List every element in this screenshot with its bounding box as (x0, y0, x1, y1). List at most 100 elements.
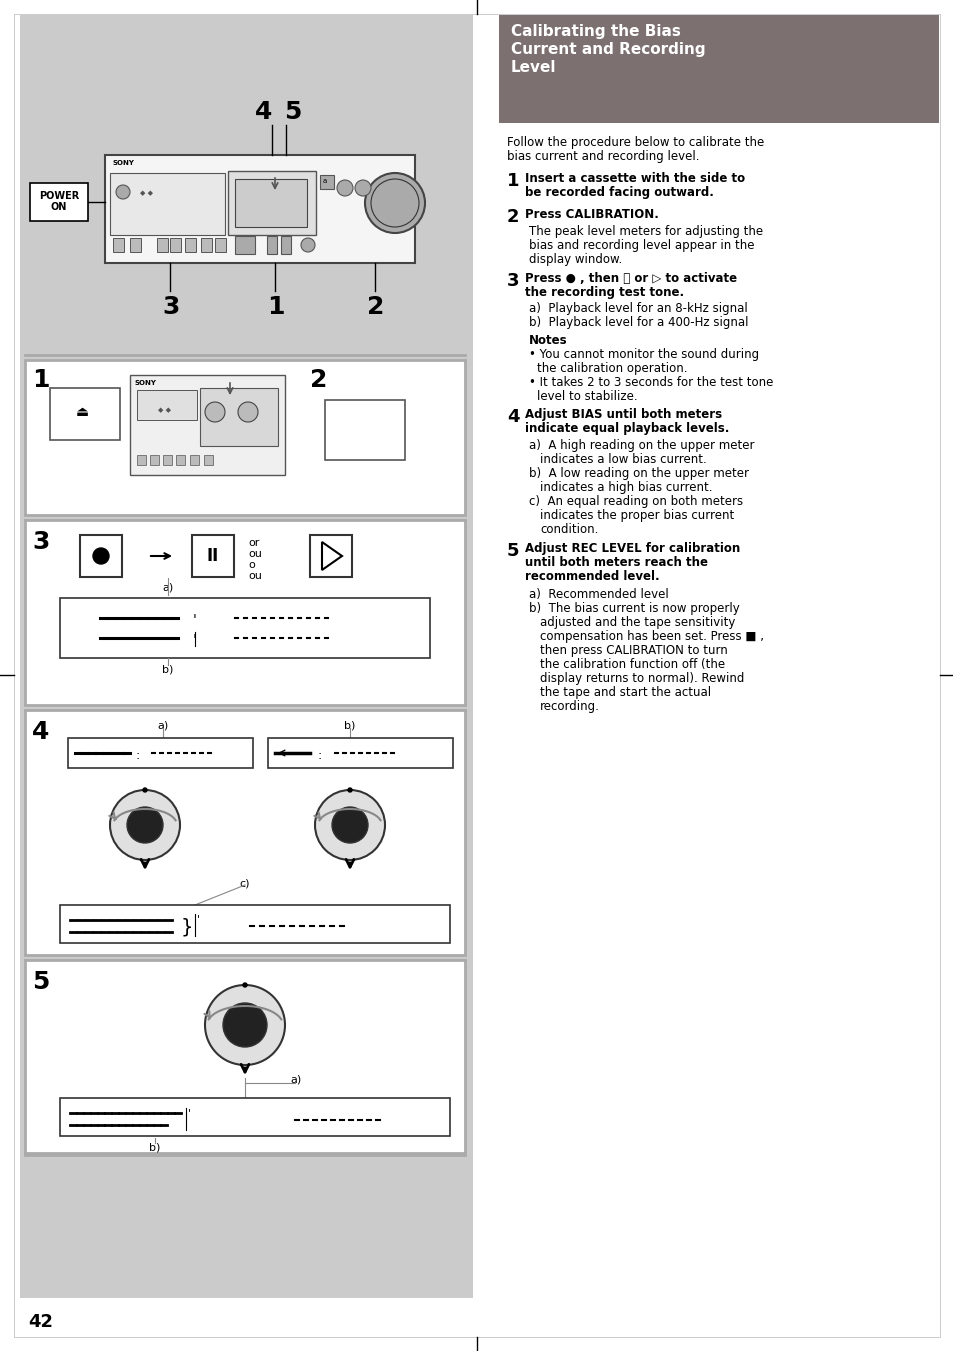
Text: II: II (207, 547, 219, 565)
Text: 5: 5 (32, 970, 50, 994)
Bar (112, 238, 124, 253)
Text: a): a) (157, 720, 169, 730)
Text: :: : (136, 748, 140, 762)
Bar (137, 390, 196, 420)
Bar (310, 535, 352, 577)
Bar (25, 711, 464, 955)
Text: Press ● , then ⏸ or ▷ to activate: Press ● , then ⏸ or ▷ to activate (524, 272, 737, 285)
Bar (234, 178, 307, 227)
Bar (163, 455, 172, 465)
Text: 3: 3 (506, 272, 519, 290)
Bar (488, 15, 937, 1298)
Text: • It takes 2 to 3 seconds for the test tone: • It takes 2 to 3 seconds for the test t… (529, 376, 773, 389)
Bar (157, 238, 168, 253)
Bar (130, 238, 141, 253)
Text: 4: 4 (506, 408, 519, 426)
Circle shape (243, 984, 247, 988)
Text: indicates the proper bias current: indicates the proper bias current (539, 509, 734, 521)
Bar (110, 173, 225, 235)
Circle shape (365, 173, 424, 232)
Text: indicate equal playback levels.: indicate equal playback levels. (524, 422, 729, 435)
Text: indicates a high bias current.: indicates a high bias current. (539, 481, 712, 494)
Text: the tape and start the actual: the tape and start the actual (539, 686, 710, 698)
Text: Calibrating the Bias: Calibrating the Bias (511, 24, 680, 39)
Text: the calibration operation.: the calibration operation. (537, 362, 687, 376)
Bar (267, 236, 276, 254)
Text: until both meters reach the: until both meters reach the (524, 557, 707, 569)
Text: b)  A low reading on the upper meter: b) A low reading on the upper meter (529, 467, 748, 480)
Bar (137, 455, 146, 465)
Bar (268, 738, 453, 767)
Text: condition.: condition. (539, 523, 598, 536)
Text: level to stabilize.: level to stabilize. (537, 390, 637, 403)
Circle shape (110, 790, 180, 861)
Text: ': ' (193, 613, 196, 627)
Circle shape (336, 180, 353, 196)
Circle shape (116, 185, 130, 199)
Text: 1: 1 (506, 172, 519, 190)
Text: compensation has been set. Press ■ ,: compensation has been set. Press ■ , (539, 630, 763, 643)
Text: bias and recording level appear in the: bias and recording level appear in the (529, 239, 754, 253)
Text: ou: ou (248, 549, 262, 559)
Text: ON: ON (51, 203, 67, 212)
Bar (319, 176, 334, 189)
Bar (170, 238, 181, 253)
Bar (234, 236, 254, 254)
Text: 3: 3 (162, 295, 179, 319)
Bar (204, 455, 213, 465)
Text: b): b) (150, 1143, 160, 1152)
Text: c)  An equal reading on both meters: c) An equal reading on both meters (529, 494, 742, 508)
Text: be recorded facing outward.: be recorded facing outward. (524, 186, 713, 199)
Text: Current and Recording: Current and Recording (511, 42, 705, 57)
Bar (30, 182, 88, 222)
Text: b)  Playback level for a 400-Hz signal: b) Playback level for a 400-Hz signal (529, 316, 748, 330)
Bar (185, 238, 195, 253)
Text: 2: 2 (310, 367, 327, 392)
Text: 2: 2 (506, 208, 519, 226)
Text: display returns to normal). Rewind: display returns to normal). Rewind (539, 671, 743, 685)
Bar (25, 520, 464, 705)
Text: a)  Playback level for an 8-kHz signal: a) Playback level for an 8-kHz signal (529, 303, 747, 315)
Text: 42: 42 (28, 1313, 53, 1331)
Text: c): c) (239, 878, 250, 888)
Bar (175, 455, 185, 465)
Text: Adjust REC LEVEL for calibration: Adjust REC LEVEL for calibration (524, 542, 740, 555)
Text: o: o (248, 561, 254, 570)
Text: 4: 4 (255, 100, 273, 124)
Bar (60, 598, 430, 658)
Circle shape (355, 180, 371, 196)
Text: SONY: SONY (112, 159, 134, 166)
Text: 2: 2 (367, 295, 384, 319)
Text: 3: 3 (32, 530, 50, 554)
Circle shape (92, 549, 109, 563)
Text: b)  The bias current is now properly: b) The bias current is now properly (529, 603, 739, 615)
Text: ou: ou (248, 571, 262, 581)
Bar (105, 155, 415, 263)
Bar (130, 376, 285, 476)
Text: 4: 4 (32, 720, 50, 744)
Text: indicates a low bias current.: indicates a low bias current. (539, 453, 706, 466)
Text: 5: 5 (506, 542, 519, 561)
Circle shape (237, 403, 257, 422)
Bar (50, 388, 120, 440)
Text: ◆ ◆: ◆ ◆ (140, 190, 152, 196)
Text: ◆ ◆: ◆ ◆ (158, 407, 171, 413)
Text: 5: 5 (284, 100, 301, 124)
Text: The peak level meters for adjusting the: The peak level meters for adjusting the (529, 226, 762, 238)
Text: ⏏: ⏏ (75, 405, 89, 419)
Text: a): a) (290, 1075, 301, 1085)
Circle shape (348, 788, 352, 792)
Text: Insert a cassette with the side to: Insert a cassette with the side to (524, 172, 744, 185)
Bar (190, 455, 199, 465)
Text: • You cannot monitor the sound during: • You cannot monitor the sound during (529, 349, 759, 361)
Text: :: : (317, 748, 322, 762)
Text: then press CALIBRATION to turn: then press CALIBRATION to turn (539, 644, 727, 657)
Text: Level: Level (511, 59, 556, 76)
Text: 1: 1 (267, 295, 284, 319)
Bar (80, 535, 122, 577)
Circle shape (143, 788, 147, 792)
Text: Notes: Notes (529, 334, 567, 347)
Bar (228, 172, 315, 235)
Text: the calibration function off (the: the calibration function off (the (539, 658, 724, 671)
Circle shape (205, 985, 285, 1065)
